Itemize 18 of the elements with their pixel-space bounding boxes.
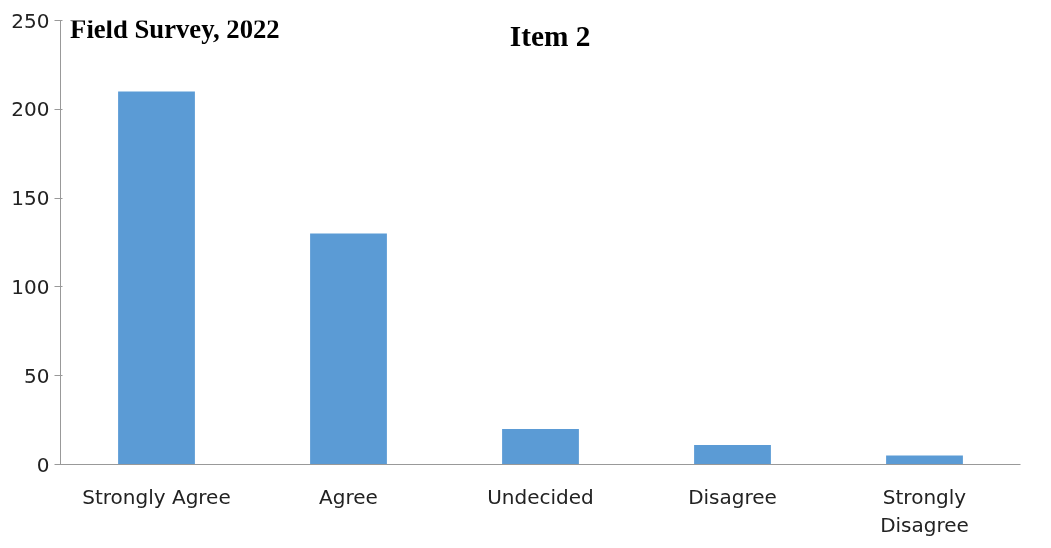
y-tick-label: 50 <box>24 363 50 388</box>
bar <box>310 233 387 465</box>
x-tick-label: Strongly Disagree <box>880 484 969 538</box>
bar <box>886 455 963 465</box>
bar <box>118 91 195 465</box>
bar <box>694 444 771 465</box>
y-tick-label: 150 <box>11 186 50 211</box>
y-tick-label: 100 <box>11 274 50 299</box>
x-tick-label: Strongly Agree <box>82 484 231 509</box>
x-tick-label: Undecided <box>487 484 594 509</box>
y-tick-label: 0 <box>36 452 50 477</box>
x-tick-label: Agree <box>319 484 378 509</box>
annotation: Field Survey, 2022 <box>70 14 280 45</box>
x-tick-label: Disagree <box>688 484 777 509</box>
y-tick-label: 200 <box>11 97 50 122</box>
chart-title: Item 2 <box>509 19 591 52</box>
bar <box>502 428 579 465</box>
y-tick-label: 250 <box>11 8 50 33</box>
